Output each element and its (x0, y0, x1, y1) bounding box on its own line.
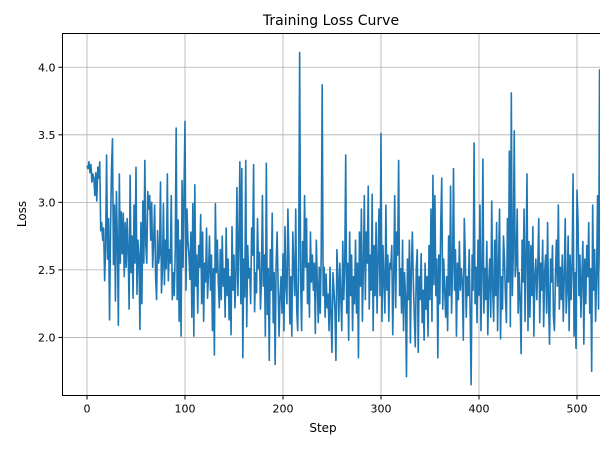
x-axis-label: Step (309, 421, 336, 435)
ticks-layer: 0 100 200 300 400 500 2.0 2.5 3.0 3.5 4.0 (38, 61, 587, 415)
x-tick-label: 500 (566, 403, 587, 416)
plot-frame (62, 33, 600, 396)
x-tick-label: 0 (83, 403, 90, 416)
x-tick-label: 100 (174, 403, 195, 416)
x-tick-label: 200 (272, 403, 293, 416)
loss-series-line (86, 51, 600, 386)
chart-title: Training Loss Curve (262, 13, 399, 29)
y-tick-label: 2.5 (38, 264, 56, 277)
y-tick-label: 3.0 (38, 196, 56, 209)
y-tick-label: 2.0 (38, 331, 56, 344)
y-tick-label: 4.0 (38, 61, 56, 74)
x-tick-label: 300 (370, 403, 391, 416)
x-tick-label: 400 (468, 403, 489, 416)
y-axis-label: Loss (15, 201, 29, 227)
y-tick-label: 3.5 (38, 129, 56, 142)
